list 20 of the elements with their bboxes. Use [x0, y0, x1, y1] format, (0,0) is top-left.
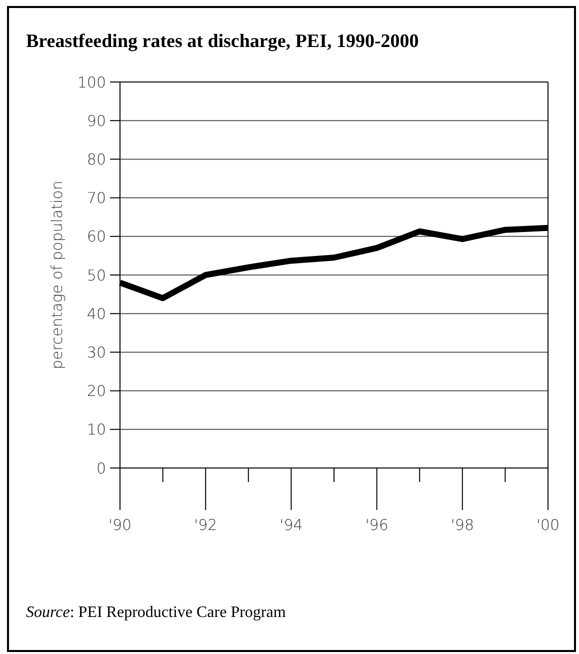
y-tick-label: 70 — [86, 189, 106, 208]
y-tick-label: 60 — [86, 228, 106, 246]
y-axis-title: percentage of population — [48, 180, 66, 370]
y-tick-label: 40 — [86, 304, 106, 323]
x-tick-label: '94 — [280, 516, 303, 534]
x-tick-label: '00 — [536, 516, 560, 534]
y-tick-label: 90 — [86, 112, 106, 130]
x-tick-label: '98 — [450, 516, 474, 534]
y-tick-label: 10 — [86, 420, 106, 439]
y-tick-label: 0 — [96, 459, 106, 478]
y-tick-label: 50 — [86, 266, 106, 284]
x-tick-label: '92 — [194, 516, 218, 534]
y-tick-label: 20 — [86, 382, 106, 400]
y-tick-label: 30 — [86, 343, 106, 362]
chart-title: Breastfeeding rates at discharge, PEI, 1990-2000 — [26, 31, 419, 52]
x-tick-label: '96 — [365, 516, 388, 534]
y-tick-label: 100 — [77, 73, 106, 92]
y-tick-label: 80 — [86, 150, 106, 168]
x-tick-label: '90 — [108, 516, 132, 534]
source-note: Source: PEI Reproductive Care Program — [26, 604, 286, 621]
